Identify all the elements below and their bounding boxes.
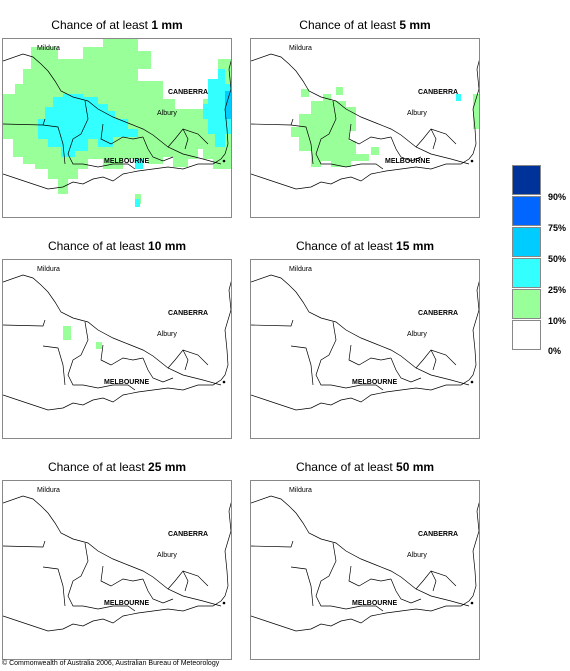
probability-map: Mildura CANBERRA Albury MELBOURNE (250, 480, 480, 660)
legend-swatch-25 (512, 258, 541, 288)
city-markers (222, 601, 226, 605)
city-markers (222, 159, 226, 163)
panel-title: Chance of at least 50 mm (250, 460, 480, 474)
title-amount: 1 mm (151, 18, 183, 32)
legend-label-10: 10% (548, 316, 567, 326)
label-melbourne: MELBOURNE (352, 379, 398, 386)
label-canberra: CANBERRA (418, 89, 459, 96)
legend-swatch-50 (512, 227, 541, 257)
title-amount: 15 mm (396, 239, 435, 253)
city-markers (222, 380, 226, 384)
map-borders (251, 495, 479, 632)
title-prefix: Chance of at least (295, 460, 397, 474)
title-amount: 5 mm (399, 18, 431, 32)
title-prefix: Chance of at least (47, 239, 149, 253)
map-borders (3, 53, 231, 190)
title-prefix: Chance of at least (299, 18, 400, 32)
title-amount: 10 mm (148, 239, 187, 253)
label-albury: Albury (407, 552, 427, 559)
title-prefix: Chance of at least (47, 460, 149, 474)
label-albury: Albury (407, 110, 427, 117)
legend-swatch-90 (512, 165, 541, 195)
panel-title: Chance of at least 15 mm (250, 239, 480, 253)
label-mildura: Mildura (37, 487, 60, 494)
label-melbourne: MELBOURNE (385, 158, 431, 165)
probability-map: Mildura CANBERRA Albury MELBOURNE (2, 480, 232, 660)
map-borders (3, 495, 231, 632)
probability-map: Mildura CANBERRA Albury MELBOURNE (2, 38, 232, 218)
label-canberra: CANBERRA (168, 89, 209, 96)
copyright-notice: © Commonwealth of Australia 2006, Austra… (2, 660, 220, 667)
label-melbourne: MELBOURNE (352, 600, 398, 607)
label-canberra: CANBERRA (168, 531, 209, 538)
label-albury: Albury (157, 331, 177, 338)
panel-title: Chance of at least 10 mm (2, 239, 232, 253)
legend-label-75: 75% (548, 223, 567, 233)
title-amount: 50 mm (396, 460, 435, 474)
map-layer (251, 53, 479, 190)
label-mildura: Mildura (289, 266, 312, 273)
probability-map: Mildura CANBERRA Albury MELBOURNE (250, 38, 480, 218)
label-albury: Albury (157, 552, 177, 559)
label-melbourne: MELBOURNE (104, 600, 150, 607)
city-markers (470, 601, 474, 605)
legend-label-0: 0% (548, 346, 562, 356)
probability-map: Mildura CANBERRA Albury MELBOURNE (250, 259, 480, 439)
probability-shading (63, 326, 102, 349)
map-layer (3, 274, 231, 411)
title-prefix: Chance of at least (295, 239, 397, 253)
label-canberra: CANBERRA (168, 310, 209, 317)
city-markers (470, 380, 474, 384)
label-mildura: Mildura (37, 45, 60, 52)
legend-swatch-0 (512, 320, 541, 350)
map-layer (251, 495, 479, 632)
label-melbourne: MELBOURNE (104, 379, 150, 386)
panel-title: Chance of at least 25 mm (2, 460, 232, 474)
legend-label-50: 50% (548, 254, 567, 264)
label-canberra: CANBERRA (418, 310, 459, 317)
city-markers (470, 159, 474, 163)
panel-title: Chance of at least 5 mm (250, 18, 480, 32)
probability-shading (3, 39, 231, 207)
legend-label-25: 25% (548, 285, 567, 295)
map-layer (3, 495, 231, 632)
legend-swatch-75 (512, 196, 541, 226)
legend-label-90: 90% (548, 192, 567, 202)
legend-swatch-10 (512, 289, 541, 319)
label-mildura: Mildura (37, 266, 60, 273)
label-mildura: Mildura (289, 487, 312, 494)
label-mildura: Mildura (289, 45, 312, 52)
map-borders (251, 53, 479, 190)
label-melbourne: MELBOURNE (104, 158, 150, 165)
map-borders (251, 274, 479, 411)
label-albury: Albury (407, 331, 427, 338)
map-borders (3, 274, 231, 411)
probability-map: Mildura CANBERRA Albury MELBOURNE (2, 259, 232, 439)
label-canberra: CANBERRA (418, 531, 459, 538)
title-amount: 25 mm (148, 460, 187, 474)
panel-title: Chance of at least 1 mm (2, 18, 232, 32)
label-albury: Albury (157, 110, 177, 117)
title-prefix: Chance of at least (51, 18, 152, 32)
map-layer (3, 39, 231, 207)
probability-shading (291, 87, 479, 167)
map-layer (251, 274, 479, 411)
